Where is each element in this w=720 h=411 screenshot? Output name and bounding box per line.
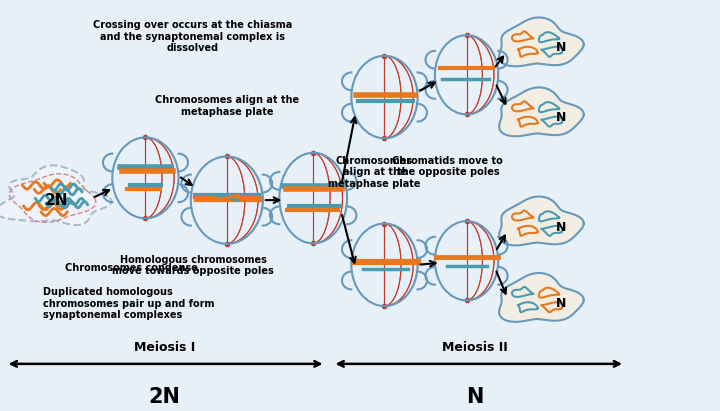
Ellipse shape — [191, 157, 263, 244]
Text: 2N: 2N — [148, 387, 180, 407]
Text: Meiosis I: Meiosis I — [133, 341, 195, 354]
Ellipse shape — [351, 56, 418, 138]
Text: Homologous chromosomes
move towards opposite poles: Homologous chromosomes move towards oppo… — [112, 255, 274, 276]
Polygon shape — [499, 273, 584, 322]
Text: Meiosis II: Meiosis II — [442, 341, 508, 354]
Text: N: N — [556, 42, 567, 54]
Ellipse shape — [435, 35, 498, 114]
Ellipse shape — [435, 221, 498, 300]
Ellipse shape — [351, 224, 418, 306]
Text: N: N — [556, 297, 567, 310]
Text: 2N: 2N — [45, 193, 68, 208]
Text: Duplicated homologous
chromosomes pair up and form
synaptonemal complexes: Duplicated homologous chromosomes pair u… — [43, 287, 215, 320]
Text: N: N — [467, 387, 484, 407]
Polygon shape — [499, 17, 584, 66]
Text: N: N — [556, 111, 567, 125]
Polygon shape — [499, 88, 584, 136]
Text: Chromosomes align at the
metaphase plate: Chromosomes align at the metaphase plate — [155, 95, 299, 117]
Text: Chromatids move to
the opposite poles: Chromatids move to the opposite poles — [392, 156, 503, 177]
Text: N: N — [556, 221, 567, 233]
Polygon shape — [0, 165, 112, 225]
Text: Chromosomes condense: Chromosomes condense — [65, 263, 198, 273]
Polygon shape — [499, 196, 584, 245]
Text: Crossing over occurs at the chiasma
and the synaptonemal complex is
dissolved: Crossing over occurs at the chiasma and … — [94, 20, 292, 53]
Text: Chromosomes
align at the
metaphase plate: Chromosomes align at the metaphase plate — [328, 156, 420, 189]
Ellipse shape — [112, 137, 179, 218]
Ellipse shape — [279, 153, 347, 243]
